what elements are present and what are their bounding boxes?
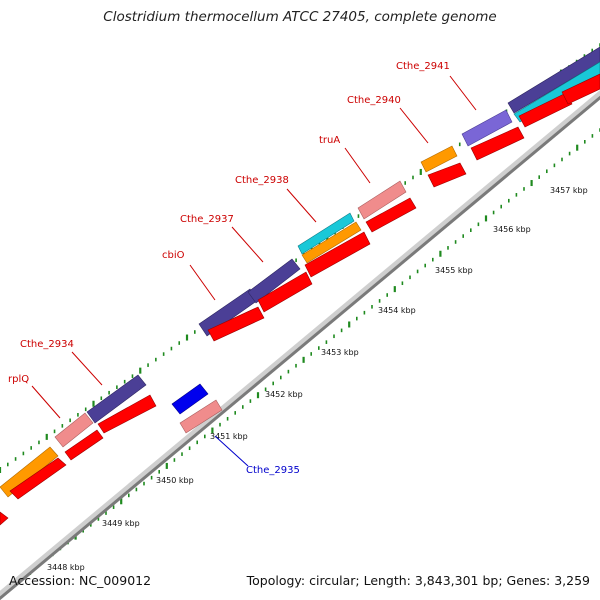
scale-label: 3455 kbp [435,266,473,275]
feature-cyan-right [513,61,600,123]
gene-leader-line [71,351,103,386]
cds-7 [304,231,371,278]
feature-trua [357,180,407,220]
feature-cthe-2937 [247,258,301,304]
cds-12 [561,73,600,105]
scale-label: 3456 kbp [493,225,531,234]
cds-2 [9,457,67,500]
gene-label: Cthe_2938 [235,175,289,186]
scale-label: 3449 kbp [102,519,140,528]
gene-leader-line [399,107,429,144]
gene-label: Cthe_2934 [20,339,74,350]
cds-10 [470,126,525,161]
cds-11 [518,92,573,128]
feature-cthe-2935 [171,383,209,415]
topology-summary: Topology: circular; Length: 3,843,301 bp… [246,573,590,588]
feature-orange-left [0,446,59,498]
scale-labels: 3448 kbp 3449 kbp 3450 kbp 3451 kbp 3452 kbp… [47,186,588,572]
cds-3 [64,429,104,461]
gene-label: truA [319,135,340,146]
gene-labels: rplQ Cthe_2934 cbiO Cthe_2937 Cthe_2938 truA C… [8,61,477,476]
feature-cthe-2934 [86,374,147,424]
cds-8 [365,197,417,233]
gene-leader-line [189,264,216,301]
gene-leader-line [31,385,61,419]
cds-5 [207,306,265,342]
scale-label: 3453 kbp [321,348,359,357]
gene-label: Cthe_2937 [180,214,234,225]
feature-cthe-2940 [420,145,458,173]
gene-label: Cthe_2940 [347,95,401,106]
scale-label: 3451 kbp [210,432,248,441]
feature-dark-right [507,46,600,114]
map-title: Clostridium thermocellum ATCC 27405, com… [103,9,497,25]
scale-label: 3457 kbp [550,186,588,195]
cds-9 [427,162,467,188]
feature-cthe-2938-orange [301,221,362,264]
gene-leader-line [286,188,317,223]
gene-label: rplQ [8,374,29,385]
accession-text: Accession: NC_009012 [9,573,152,588]
gene-leader-line [231,226,264,263]
gene-label: Cthe_2935 [246,465,300,476]
scale-label: 3450 kbp [156,476,194,485]
gene-label: cbiO [162,250,185,261]
gene-label: Cthe_2941 [396,61,450,72]
feature-cthe-2941 [461,109,513,147]
feature-rplq [54,412,94,448]
feature-cthe-2938-cyan [297,212,355,255]
gene-leader-line [344,147,371,184]
gene-leader-line [214,435,249,467]
gene-leader-line [449,75,477,111]
cds-1 [0,511,9,526]
feature-tracks [0,46,600,526]
feature-reverse-light-red [179,399,223,434]
genome-backbone [0,90,600,600]
cds-6 [257,271,313,313]
scale-label: 3448 kbp [47,563,85,572]
cds-4 [97,394,157,434]
scale-label: 3452 kbp [265,390,303,399]
scale-label: 3454 kbp [378,306,416,315]
